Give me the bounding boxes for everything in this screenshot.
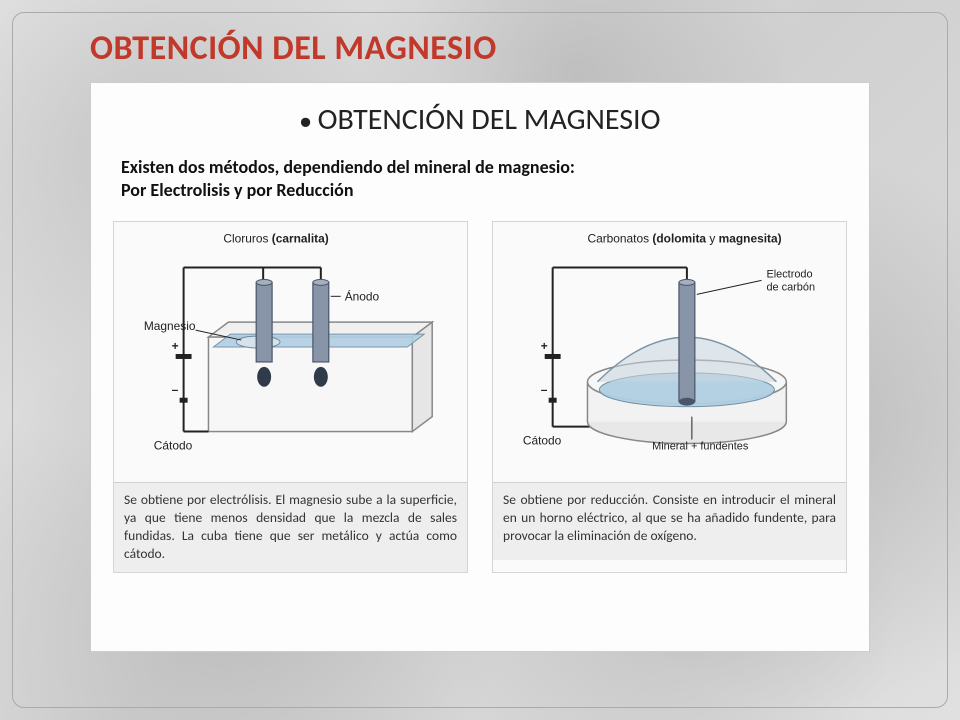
residue-2 <box>314 367 328 387</box>
diagram-electrolysis: Cloruros (carnalita) + – <box>113 221 468 573</box>
electrode-1-cap <box>256 279 272 285</box>
electrode-2 <box>313 282 329 362</box>
right-header: Carbonatos (dolomita y magnesita) <box>587 231 781 245</box>
electrolysis-svg: Cloruros (carnalita) + – <box>114 222 467 482</box>
diagram-reduction: Carbonatos (dolomita y magnesita) + – <box>492 221 847 573</box>
reduction-svg: Carbonatos (dolomita y magnesita) + – <box>493 222 846 482</box>
content-panel: ●OBTENCIÓN DEL MAGNESIO Existen dos méto… <box>90 82 870 652</box>
caption-right: Se obtiene por reducción. Consiste en in… <box>493 482 846 560</box>
label-mineral: Mineral + fundentes <box>652 440 749 452</box>
terminal-plus-r <box>545 354 561 359</box>
electrode-2-cap <box>313 279 329 285</box>
minus-sign-r: – <box>541 383 548 397</box>
bullet-icon: ● <box>300 110 312 134</box>
left-header: Cloruros (carnalita) <box>223 231 328 245</box>
label-catodo-left: Cátodo <box>154 438 193 452</box>
label-catodo-r: Cátodo <box>523 433 562 447</box>
terminal-plus <box>176 354 192 359</box>
vessel-front <box>208 337 412 431</box>
intro-line1: Existen dos métodos, dependiendo del min… <box>121 156 839 179</box>
inner-title-text: OBTENCIÓN DEL MAGNESIO <box>318 101 661 138</box>
electrodo-pointer <box>697 280 762 294</box>
minus-sign: – <box>172 383 179 397</box>
carbon-electrode-tip <box>679 398 695 406</box>
intro-text: Existen dos métodos, dependiendo del min… <box>121 156 839 203</box>
slide-title: OBTENCIÓN DEL MAGNESIO <box>90 28 497 69</box>
terminal-minus <box>180 398 188 403</box>
inner-title: ●OBTENCIÓN DEL MAGNESIO <box>91 101 869 138</box>
plus-sign: + <box>172 339 179 353</box>
terminal-minus-r <box>549 398 557 403</box>
diagrams-row: Cloruros (carnalita) + – <box>91 221 869 573</box>
carbon-electrode-cap <box>679 279 695 285</box>
plus-sign-r: + <box>541 339 548 353</box>
label-electrodo1: Electrodo <box>766 268 812 280</box>
carbon-electrode <box>679 282 695 401</box>
caption-left: Se obtiene por electrólisis. El magnesio… <box>114 482 467 572</box>
intro-line2: Por Electrolisis y por Reducción <box>121 179 839 202</box>
label-electrodo2: de carbón <box>766 281 815 293</box>
label-magnesio: Magnesio <box>144 319 196 333</box>
residue-1 <box>257 367 271 387</box>
electrode-1 <box>256 282 272 362</box>
label-anodo: Ánodo <box>345 288 380 303</box>
